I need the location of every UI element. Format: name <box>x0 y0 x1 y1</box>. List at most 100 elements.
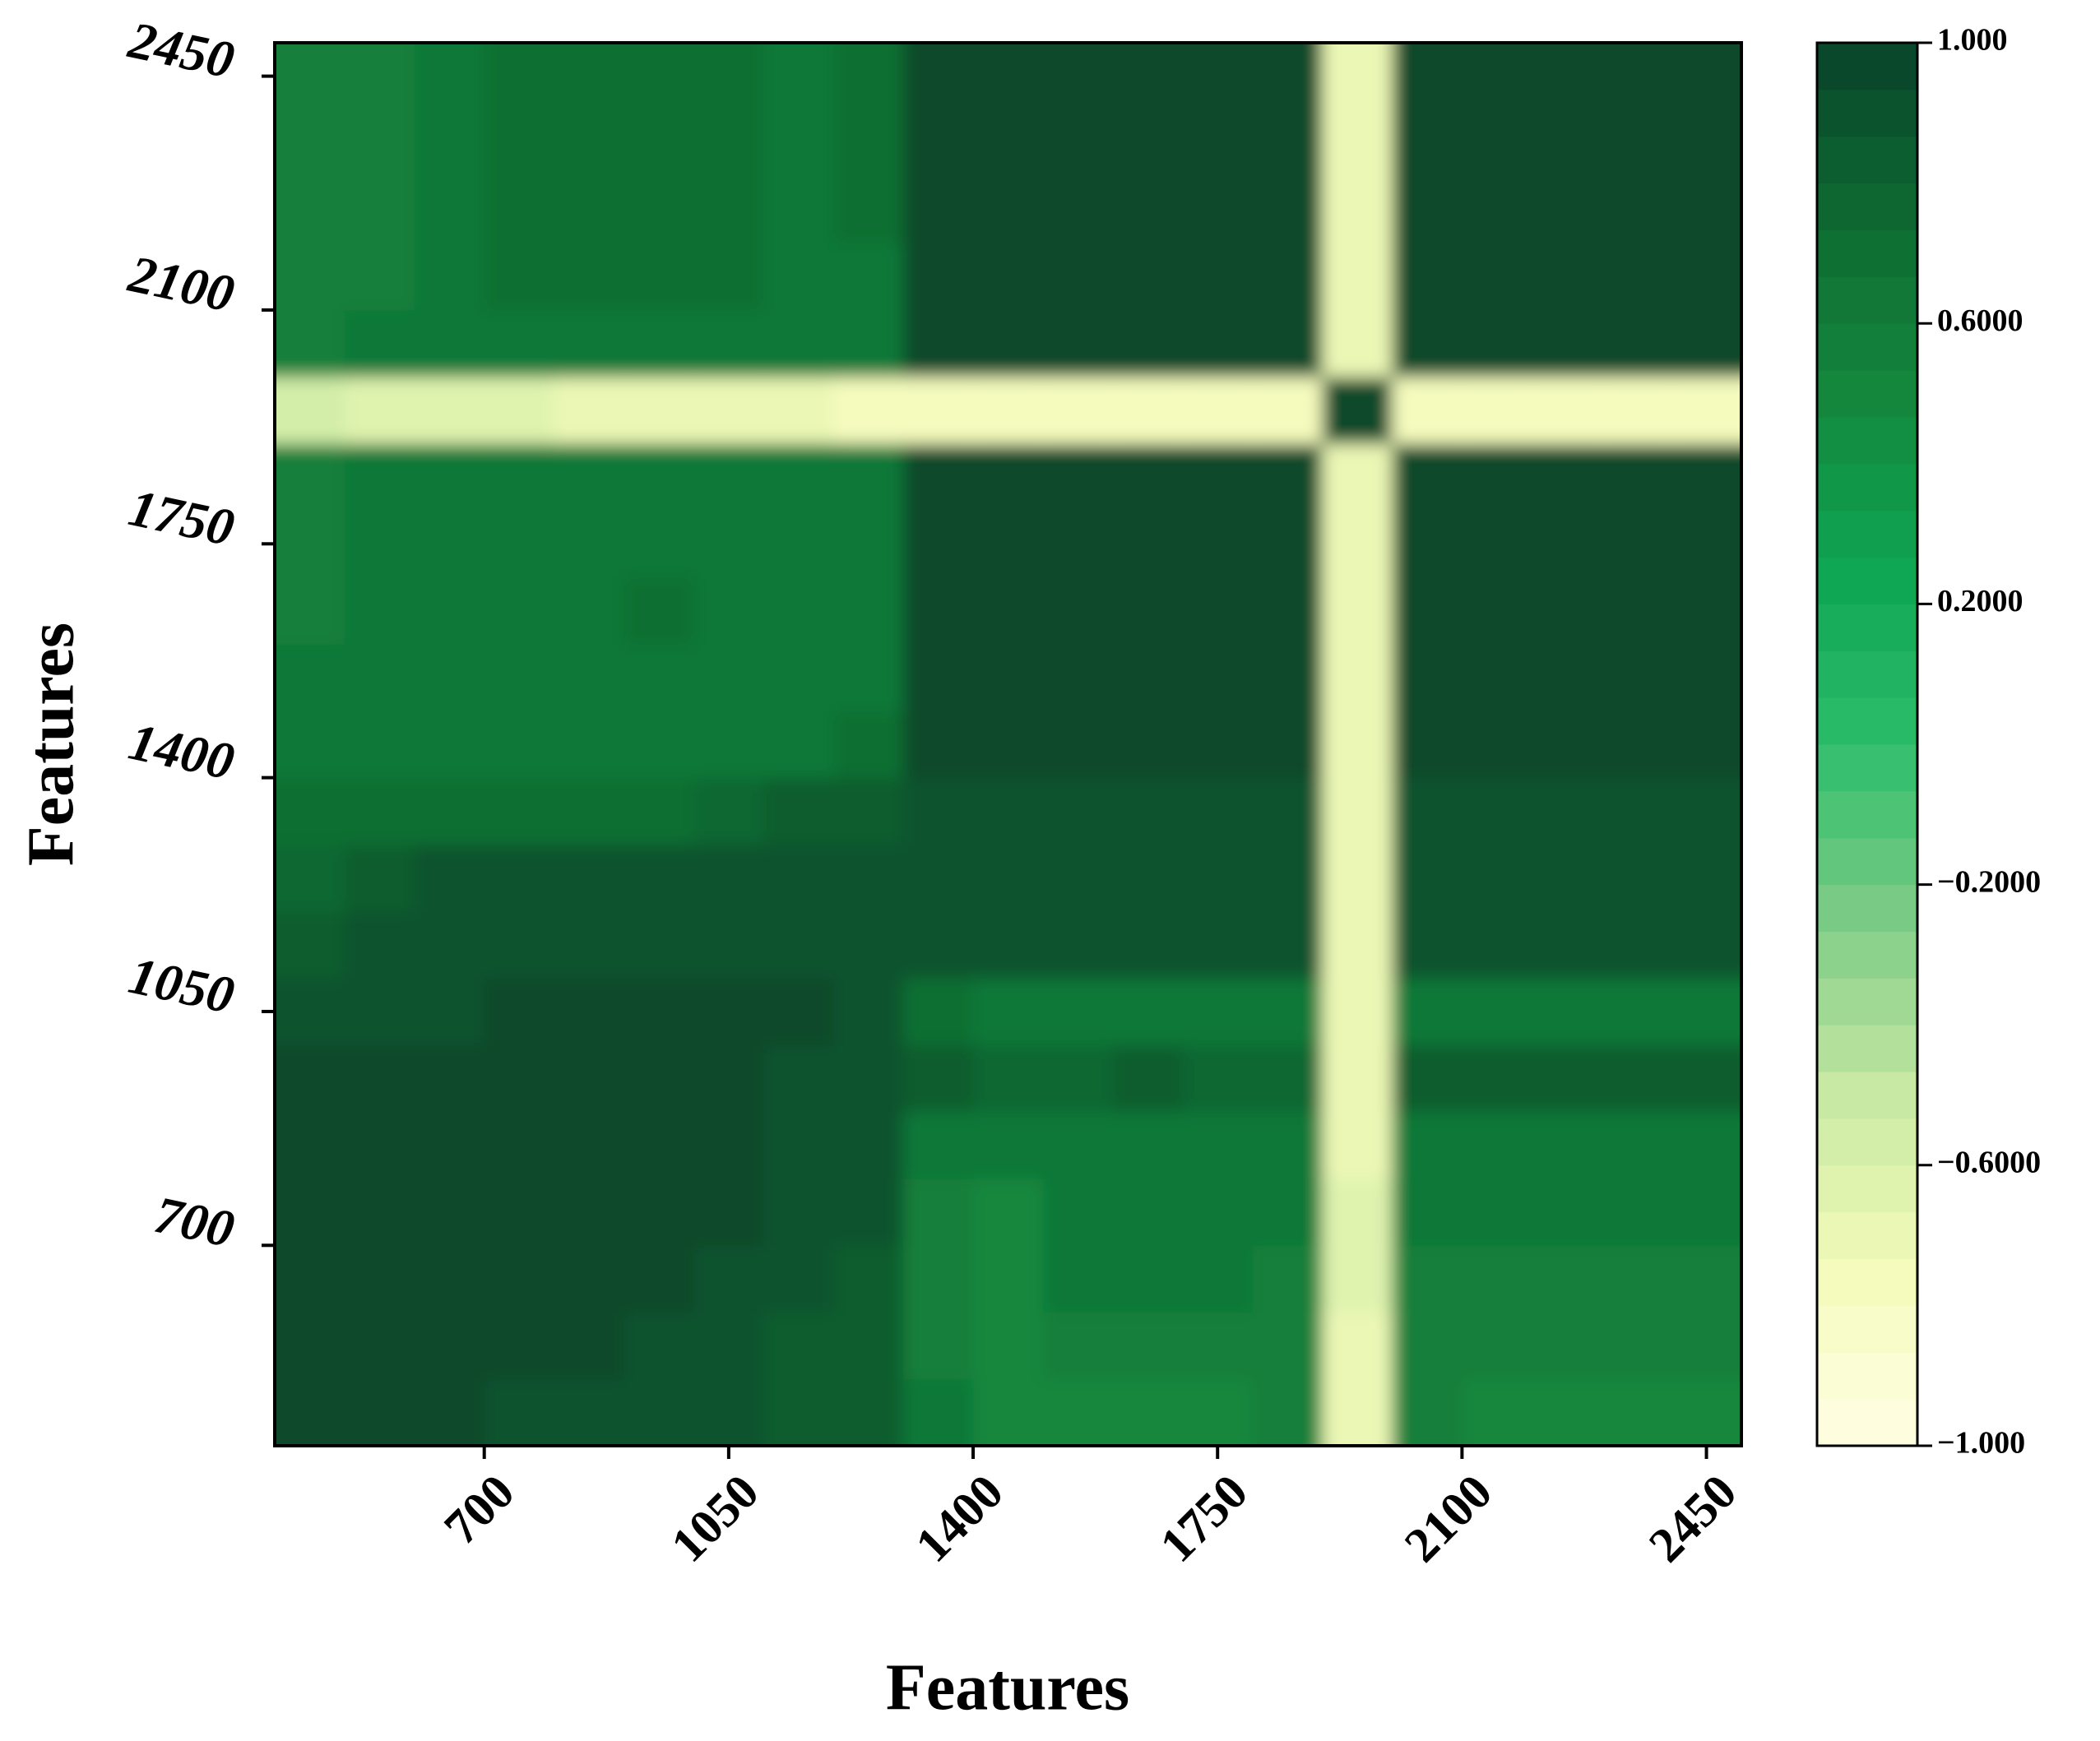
heatmap-cell <box>833 43 904 110</box>
colorbar-band <box>1817 1118 1917 1166</box>
colorbar-band <box>1817 744 1917 792</box>
heatmap-cell <box>1252 1044 1324 1113</box>
colorbar-band <box>1817 136 1917 184</box>
heatmap-cell <box>973 510 1044 578</box>
heatmap-cell <box>1252 1245 1324 1313</box>
colorbar-band <box>1817 1399 1917 1447</box>
heatmap-cell <box>624 43 694 110</box>
heatmap-cell <box>344 1044 415 1113</box>
heatmap-cell <box>1462 176 1532 244</box>
heatmap-cell <box>1042 978 1114 1046</box>
heatmap-cell <box>903 309 974 377</box>
heatmap-cell <box>763 377 834 444</box>
heatmap-cell <box>1042 243 1114 311</box>
heatmap-cell <box>693 644 764 711</box>
heatmap-cell <box>903 777 974 845</box>
heatmap-cell <box>484 243 555 311</box>
heatmap-cell <box>1671 1378 1741 1446</box>
heatmap-cell <box>1252 644 1324 711</box>
heatmap-cell <box>1182 243 1254 311</box>
heatmap-cell <box>1602 1111 1672 1179</box>
heatmap-cell <box>693 1111 764 1179</box>
heatmap-cell <box>973 777 1044 845</box>
heatmap-cell <box>1322 176 1393 244</box>
heatmap-cell <box>1392 1111 1463 1179</box>
heatmap-cell <box>833 644 904 711</box>
heatmap-cell <box>1532 109 1602 177</box>
heatmap-cell <box>1602 443 1672 512</box>
heatmap-cell <box>1252 777 1324 845</box>
heatmap-cell <box>554 1044 625 1113</box>
heatmap-cell <box>554 844 625 912</box>
heatmap-cell <box>903 43 974 110</box>
heatmap-cell <box>275 109 345 177</box>
heatmap-cell <box>275 1111 345 1179</box>
heatmap-cell <box>1462 1312 1532 1380</box>
heatmap-cell <box>1322 377 1393 444</box>
heatmap-cell <box>1532 1178 1602 1246</box>
heatmap-cell <box>484 1178 555 1246</box>
colorbar-band <box>1817 837 1917 886</box>
heatmap-cell <box>1322 109 1393 177</box>
heatmap-cell <box>693 844 764 912</box>
heatmap-cell <box>693 109 764 177</box>
heatmap-cell <box>1392 911 1463 979</box>
heatmap-cell <box>414 109 485 177</box>
heatmap-cell <box>693 911 764 979</box>
heatmap-cell <box>1042 1378 1114 1446</box>
heatmap-cell <box>1602 644 1672 711</box>
heatmap-cell <box>554 1178 625 1246</box>
heatmap-cell <box>833 1245 904 1313</box>
heatmap-cell <box>484 176 555 244</box>
heatmap-cell <box>1462 510 1532 578</box>
heatmap-cell <box>1532 243 1602 311</box>
heatmap-cell <box>1322 576 1393 645</box>
colorbar-band <box>1817 463 1917 512</box>
heatmap-cell <box>973 176 1044 244</box>
heatmap-cell <box>275 309 345 377</box>
colorbar-band <box>1817 1211 1917 1260</box>
heatmap-cell <box>624 777 694 845</box>
heatmap-cell <box>1322 1312 1393 1380</box>
colorbar-tick-label: 0.2000 <box>1937 584 2024 618</box>
heatmap-cell <box>833 176 904 244</box>
heatmap-cell <box>763 1378 834 1446</box>
heatmap-cell <box>1671 911 1741 979</box>
heatmap-cell <box>1252 711 1324 779</box>
heatmap-cell <box>1322 43 1393 110</box>
heatmap-cell <box>1252 309 1324 377</box>
colorbar-band <box>1817 557 1917 604</box>
heatmap-cell <box>414 711 485 779</box>
heatmap-cell <box>414 777 485 845</box>
heatmap-cell <box>833 1378 904 1446</box>
heatmap-cell <box>1602 711 1672 779</box>
heatmap-cell <box>1602 1378 1672 1446</box>
heatmap-cell <box>1252 1111 1324 1179</box>
x-tick-label: 1050 <box>661 1464 769 1572</box>
heatmap-cell <box>1392 510 1463 578</box>
heatmap-cell <box>1042 644 1114 711</box>
heatmap-cell <box>763 1044 834 1113</box>
x-axis-title: Features <box>886 1651 1129 1724</box>
heatmap-cell <box>1602 43 1672 110</box>
colorbar-band <box>1817 323 1917 371</box>
heatmap-cell <box>1042 1111 1114 1179</box>
heatmap-cell <box>903 711 974 779</box>
heatmap-cell <box>484 377 555 444</box>
heatmap-cell <box>554 576 625 645</box>
heatmap-cell <box>833 377 904 444</box>
heatmap-cell <box>1532 978 1602 1046</box>
heatmap-cell <box>1322 1245 1393 1313</box>
heatmap-cell <box>1112 443 1184 512</box>
heatmap-cell <box>554 510 625 578</box>
heatmap-cell <box>903 1245 974 1313</box>
heatmap-cell <box>344 711 415 779</box>
heatmap-cell <box>1042 711 1114 779</box>
heatmap-cell <box>1392 176 1463 244</box>
heatmap-cell <box>1462 978 1532 1046</box>
heatmap-cell <box>763 510 834 578</box>
heatmap-cell <box>344 443 415 512</box>
heatmap-cell <box>414 243 485 311</box>
heatmap-cell <box>624 309 694 377</box>
heatmap-cell <box>1322 844 1393 912</box>
